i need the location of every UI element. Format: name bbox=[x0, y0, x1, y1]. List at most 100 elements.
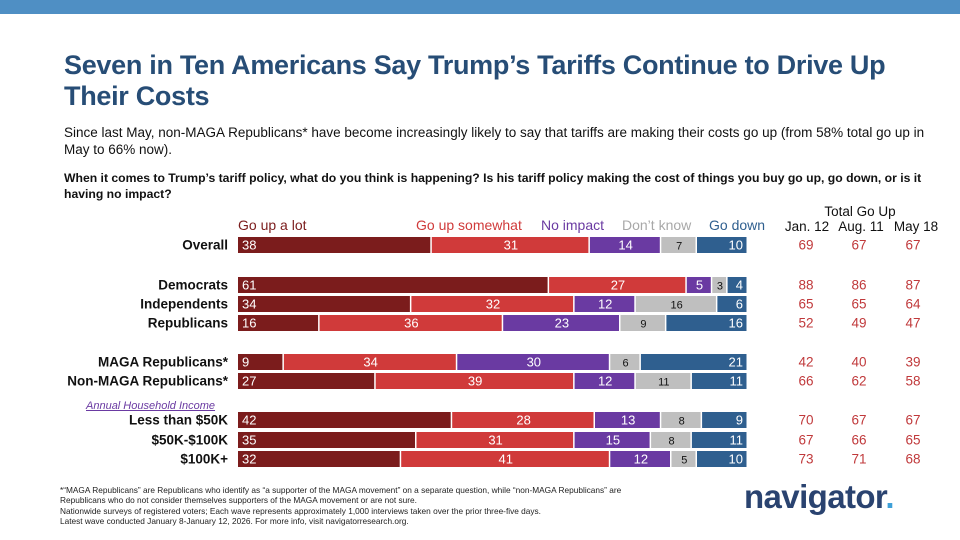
bar-segment bbox=[671, 451, 696, 467]
total-go-up-value: 67 bbox=[798, 433, 813, 448]
footnote-line: *“MAGA Republicans” are Republicans who … bbox=[60, 485, 622, 495]
data-label: 6 bbox=[736, 297, 743, 312]
bar-segment bbox=[238, 296, 410, 312]
total-go-up-value: 39 bbox=[905, 355, 920, 370]
wave-label-aug: Aug. 11 bbox=[838, 219, 884, 234]
total-go-up-value: 88 bbox=[798, 278, 813, 293]
total-go-up-value: 67 bbox=[851, 238, 866, 253]
data-label: 5 bbox=[696, 278, 703, 293]
legend-go-up-a-lot: Go up a lot bbox=[238, 217, 307, 233]
data-label: 11 bbox=[730, 374, 744, 389]
bar-segment bbox=[401, 451, 609, 467]
bar-segment bbox=[238, 354, 283, 370]
data-label: 12 bbox=[634, 452, 648, 467]
data-label: 10 bbox=[729, 452, 743, 467]
row-label: MAGA Republicans* bbox=[98, 355, 229, 370]
data-label: 11 bbox=[658, 377, 669, 389]
data-label: 7 bbox=[676, 241, 682, 253]
bar-segment bbox=[574, 296, 635, 312]
total-go-up-value: 52 bbox=[798, 316, 813, 331]
bar-segment bbox=[610, 451, 670, 467]
bar-segment bbox=[640, 354, 747, 370]
row-label: $100K+ bbox=[180, 452, 228, 467]
wave-label-jan: Jan. 12 bbox=[784, 219, 830, 234]
total-go-up-value: 67 bbox=[851, 413, 866, 428]
data-label: 27 bbox=[242, 374, 256, 389]
bar-segment bbox=[238, 451, 400, 467]
data-label: 36 bbox=[404, 316, 418, 331]
bar-segment bbox=[666, 315, 747, 331]
bar-segment bbox=[319, 315, 502, 331]
data-label: 32 bbox=[242, 452, 256, 467]
bar-segment bbox=[661, 412, 701, 428]
bar-segment bbox=[238, 432, 415, 448]
row-label: Democrats bbox=[158, 278, 228, 293]
data-label: 9 bbox=[640, 319, 646, 331]
top-accent-bar bbox=[0, 0, 960, 14]
data-label: 38 bbox=[242, 238, 256, 253]
logo-dot: . bbox=[885, 478, 894, 515]
bar-segment bbox=[661, 237, 696, 253]
bar-segment bbox=[238, 315, 319, 331]
legend-dont-know: Don’t know bbox=[622, 217, 692, 233]
row-label: Overall bbox=[182, 238, 228, 253]
total-go-up-value: 64 bbox=[905, 297, 921, 312]
data-label: 10 bbox=[729, 238, 743, 253]
subtitle: Since last May, non-MAGA Republicans* ha… bbox=[64, 125, 925, 157]
row-label: Non-MAGA Republicans* bbox=[67, 374, 229, 389]
bar-segment bbox=[702, 412, 747, 428]
bar-segment bbox=[712, 277, 727, 293]
legend-no-impact: No impact bbox=[541, 217, 605, 233]
bar-segment bbox=[610, 354, 640, 370]
row-label: Republicans bbox=[148, 316, 228, 331]
data-label: 41 bbox=[499, 452, 513, 467]
data-label: 27 bbox=[611, 278, 625, 293]
bar-segment bbox=[238, 412, 451, 428]
total-go-up-value: 66 bbox=[798, 374, 813, 389]
total-go-up-value: 67 bbox=[905, 238, 920, 253]
bar-segment bbox=[238, 237, 431, 253]
logo-text: navigator bbox=[744, 478, 886, 515]
bar-segment bbox=[686, 277, 711, 293]
data-label: 61 bbox=[242, 278, 256, 293]
bar-segment bbox=[691, 373, 747, 389]
bar-segment bbox=[651, 432, 691, 448]
data-label: 6 bbox=[623, 358, 629, 370]
data-label: 3 bbox=[717, 281, 723, 293]
bar-segment bbox=[717, 296, 747, 312]
bar-segment bbox=[416, 432, 574, 448]
total-go-up-value: 69 bbox=[798, 238, 813, 253]
page-title: Seven in Ten Americans Say Trump’s Tarif… bbox=[64, 50, 886, 111]
bar-segment bbox=[697, 451, 747, 467]
total-go-up-value: 65 bbox=[851, 297, 866, 312]
data-label: 16 bbox=[242, 316, 256, 331]
total-go-up-value: 62 bbox=[851, 374, 866, 389]
bar-segment bbox=[727, 277, 747, 293]
bar-segment bbox=[697, 237, 747, 253]
data-label: 42 bbox=[242, 413, 256, 428]
data-label: 9 bbox=[736, 413, 743, 428]
data-label: 16 bbox=[670, 300, 682, 312]
data-label: 12 bbox=[598, 374, 612, 389]
data-label: 14 bbox=[618, 238, 632, 253]
bar-segment bbox=[283, 354, 456, 370]
data-label: 13 bbox=[621, 413, 635, 428]
survey-question: When it comes to Trump’s tariff policy, … bbox=[64, 171, 922, 201]
row-label: Less than $50K bbox=[129, 413, 228, 428]
legend-go-up-somewhat: Go up somewhat bbox=[416, 217, 522, 233]
bar-segment bbox=[549, 277, 686, 293]
data-label: 31 bbox=[488, 433, 502, 448]
total-go-up-header: Total Go Up bbox=[824, 204, 896, 219]
data-label: 34 bbox=[363, 355, 377, 370]
data-label: 11 bbox=[730, 433, 744, 448]
total-go-up-value: 87 bbox=[905, 278, 920, 293]
data-label: 9 bbox=[242, 355, 249, 370]
data-label: 8 bbox=[679, 416, 685, 428]
bar-segment bbox=[457, 354, 609, 370]
data-label: 23 bbox=[555, 316, 569, 331]
data-label: 4 bbox=[736, 278, 743, 293]
data-label: 21 bbox=[729, 355, 743, 370]
row-label: $50K-$100K bbox=[151, 433, 228, 448]
bar-segment bbox=[574, 432, 650, 448]
bar-segment bbox=[431, 237, 589, 253]
